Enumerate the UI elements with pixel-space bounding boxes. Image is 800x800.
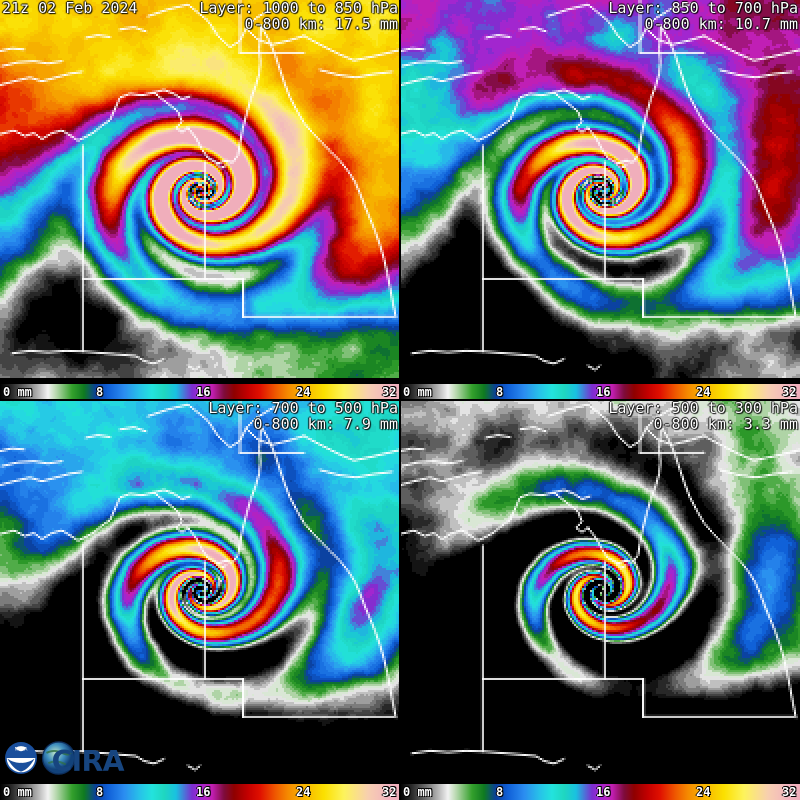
satellite-image-850-700 (400, 0, 800, 378)
colorbar-tick-24: 24 (296, 385, 311, 399)
colorbar-tick-0: 0 mm (3, 385, 32, 399)
colorbar-gradient (400, 784, 800, 800)
colorbar-tick-16: 16 (196, 785, 211, 799)
colorbar-gradient (0, 384, 400, 400)
colorbar-tick-16: 16 (596, 385, 611, 399)
colorbar-tick-0: 0 mm (3, 785, 32, 799)
colorbar-tick-24: 24 (696, 385, 711, 399)
satellite-image-700-500 (0, 400, 400, 778)
colorbar-tick-0: 0 mm (403, 785, 432, 799)
colorbar-tick-8: 8 (96, 385, 104, 399)
panel-500-300[interactable]: Layer: 500 to 300 hPa 0-800 km: 3.3 mm 0… (400, 400, 800, 800)
colorbar-gradient (400, 384, 800, 400)
colorbar-tick-32: 32 (382, 785, 397, 799)
timestamp-label: 21z 02 Feb 2024 (2, 0, 138, 17)
svg-text:CIRA: CIRA (52, 745, 125, 776)
colorbar-tick-24: 24 (696, 785, 711, 799)
colorbar-tick-32: 32 (782, 385, 797, 399)
satellite-image-500-300 (400, 400, 800, 778)
panel-850-700[interactable]: Layer: 850 to 700 hPa 0-800 km: 10.7 mm … (400, 0, 800, 400)
noaa-logo: NOAA (5, 742, 37, 774)
satellite-image-1000-850 (0, 0, 400, 378)
panel-700-500[interactable]: Layer: 700 to 500 hPa 0-800 km: 7.9 mm N… (0, 400, 400, 800)
colorbar-500-300: 0 mm 8 16 24 32 (400, 778, 800, 800)
colorbar-850-700: 0 mm 8 16 24 32 (400, 378, 800, 400)
colorbar-tick-24: 24 (296, 785, 311, 799)
colorbar-tick-0: 0 mm (403, 385, 432, 399)
colorbar-tick-32: 32 (382, 385, 397, 399)
cira-logo: CIRA (41, 741, 125, 776)
colorbar-tick-8: 8 (96, 785, 104, 799)
panel-divider-horizontal (0, 399, 800, 401)
colorbar-tick-16: 16 (196, 385, 211, 399)
colorbar-tick-32: 32 (782, 785, 797, 799)
svg-text:NOAA: NOAA (15, 747, 28, 753)
colorbar-700-500: 0 mm 8 16 24 32 (0, 778, 400, 800)
colorbar-1000-850: 0 mm 8 16 24 32 (0, 378, 400, 400)
colorbar-tick-8: 8 (496, 385, 504, 399)
agency-logos: NOAA CIRA (4, 740, 175, 776)
colorbar-tick-16: 16 (596, 785, 611, 799)
colorbar-tick-8: 8 (496, 785, 504, 799)
colorbar-gradient (0, 784, 400, 800)
panel-1000-850[interactable]: 21z 02 Feb 2024 Layer: 1000 to 850 hPa 0… (0, 0, 400, 400)
